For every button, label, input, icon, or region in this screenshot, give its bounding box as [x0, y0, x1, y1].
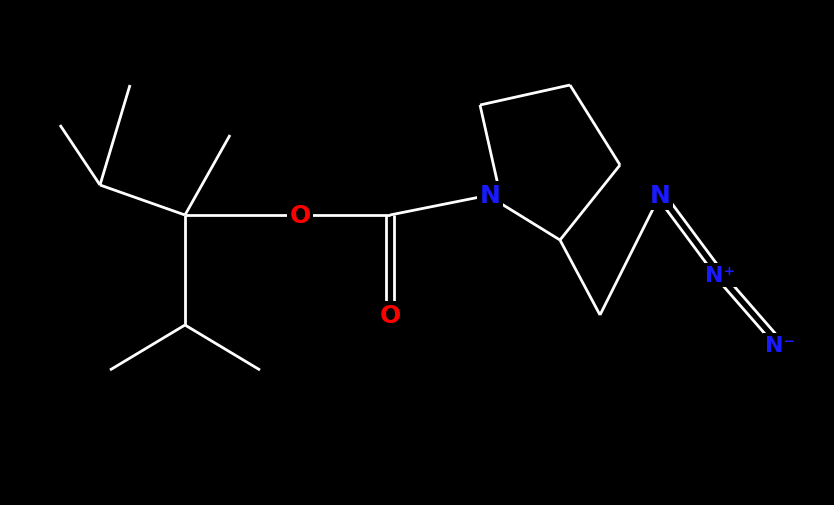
Text: N⁺: N⁺ [705, 266, 735, 285]
Text: N⁻: N⁻ [765, 335, 795, 356]
Text: O: O [379, 304, 400, 327]
Text: N: N [650, 184, 671, 208]
Text: N: N [480, 184, 500, 208]
Text: O: O [289, 204, 310, 228]
